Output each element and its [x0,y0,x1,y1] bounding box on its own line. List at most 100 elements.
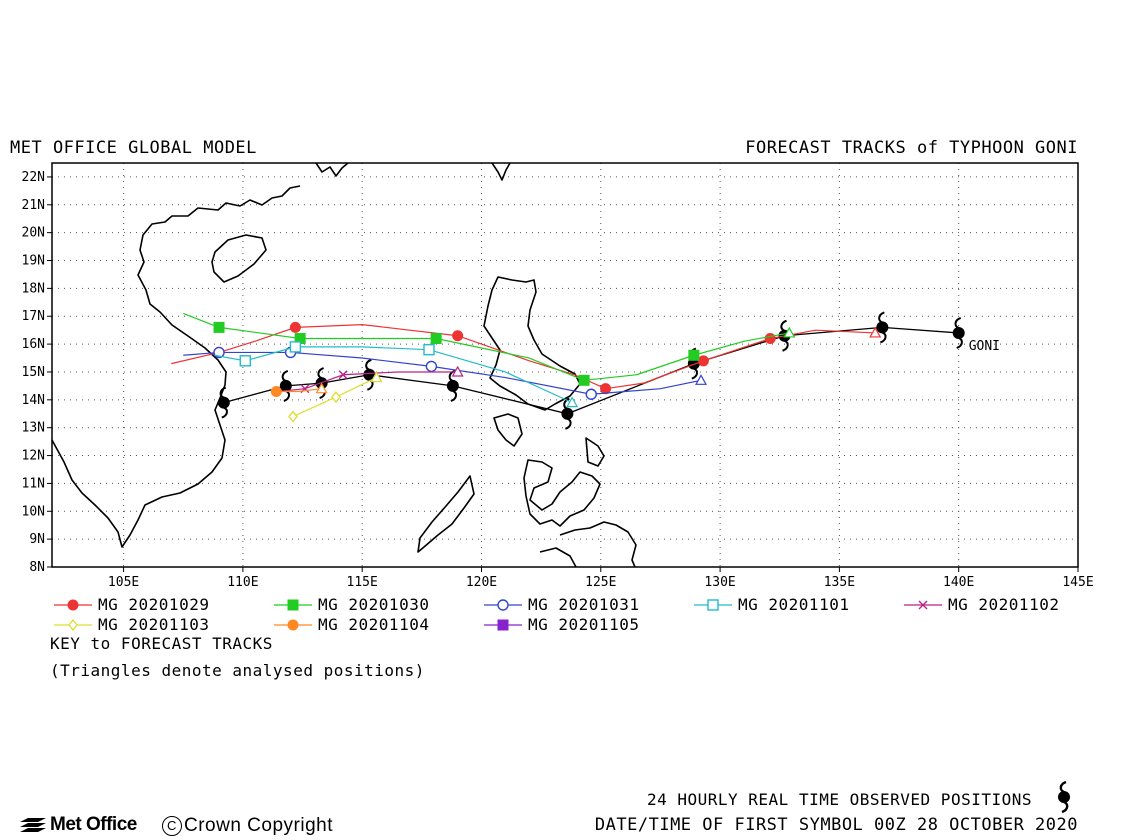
analysed-position-triangle [783,326,796,338]
legend-label: MG 20201030 [318,595,430,614]
lon-tick-label: 145E [1062,575,1093,590]
typhoon-arm-top [317,367,325,380]
lon-tick-label: 120E [466,575,497,590]
typhoon-eye [446,379,459,392]
lat-tick-label: 19N [22,254,45,269]
header-right-title: FORECAST TRACKS of TYPHOON GONI [745,138,1078,158]
coastlines [51,162,637,568]
forecast-track-mg-20201031 [183,346,708,400]
palawan-coastline [417,475,475,553]
typhoon-arm-top [878,311,885,324]
legend-swatch-20201105 [484,619,522,631]
lon-tick-label: 115E [347,575,378,590]
typhoon-eye [876,321,889,334]
legend-swatch-20201029 [54,599,92,611]
typhoon-eye [217,396,230,409]
track-marker-cross [338,370,348,380]
legend-label: MG 20201101 [738,595,850,614]
lat-tick-label: 17N [22,309,45,324]
storm-label: GONI [969,339,1000,354]
lon-tick-label: 135E [824,575,855,590]
forecast-track-line [183,351,702,395]
typhoon-eye [561,407,574,420]
forecast-track-mg-20201102 [278,365,464,394]
track-marker-square [287,599,299,611]
legend-swatch-20201102 [904,600,942,610]
crown-copyright: C Crown Copyright [162,815,333,837]
typhoon-arm-top [954,317,962,329]
typhoon-eye [279,379,292,392]
copyright-text: Crown Copyright [184,815,333,836]
typhoon-arm-top [281,369,289,382]
grid-lines [52,163,1078,567]
typhoon-symbol-icon [952,317,965,349]
typhoon-arm-bottom [221,406,228,419]
track-marker-open-square [289,341,302,353]
track-marker-circle [67,599,79,611]
track-marker-square [497,619,509,631]
typhoon-arm-bottom [956,337,963,349]
lat-tick-label: 11N [22,476,45,491]
luzon-coastline [483,276,581,411]
lat-tick-label: 10N [22,504,45,519]
header-left-title: MET OFFICE GLOBAL MODEL [10,138,257,158]
analysed-position-triangle [315,382,328,394]
typhoon-symbol-icon [217,386,230,419]
track-marker-square [213,321,225,333]
copyright-symbol: C [162,816,182,836]
track-marker-square [294,333,306,345]
hainan-coastline [211,234,267,283]
legend-label: MG 20201102 [948,595,1060,614]
forecast-track-map: 105E 110E 115E 120E 125E 130E 135E 140E 145E 8N 9N… [22,162,1094,590]
typhoon-symbol-icon [1058,780,1070,814]
lat-tick-label: 20N [22,226,45,241]
mindanao-coastline [539,521,637,568]
lon-tick-label: 105E [108,575,139,590]
observed-positions-label: 24 HOURLY REAL TIME OBSERVED POSITIONS [646,790,1032,809]
met-office-logo-text: Met Office [50,814,137,835]
forecast-track-line [183,312,790,381]
lon-tick-label: 130E [704,575,735,590]
lat-tick-label: 8N [29,560,45,575]
typhoon-arm-bottom [782,339,789,352]
track-marker-open-square [707,599,719,611]
analysed-position-triangle [370,371,383,383]
typhoon-symbol-icon [363,358,376,391]
forecast-track-mg-20201029 [171,321,882,395]
forecast-tracks [171,312,882,423]
forecast-track-mg-20201101 [214,341,579,408]
forecast-track-line [276,388,322,393]
typhoon-arm-bottom [283,389,290,402]
legend-swatch-20201103 [54,618,92,632]
forecast-track-mg-20201103 [288,371,383,423]
track-marker-circle [452,330,464,342]
lat-tick-label: 14N [22,393,45,408]
key-title: KEY to FORECAST TRACKS [50,634,273,653]
track-marker-open-circle [425,360,438,373]
typhoon-arm-top [219,386,227,399]
typhoon-arm-bottom [879,331,887,344]
forecast-track-mg-20201104 [270,382,328,397]
analysed-position-triangle [566,396,579,408]
legend-swatch-20201101 [694,599,732,611]
mainland-coastline [51,162,349,548]
track-marker-circle [600,383,612,395]
typhoon-arm-bottom [691,367,698,380]
legend-label: MG 20201031 [528,595,640,614]
lat-tick-label: 13N [22,421,45,436]
track-marker-open-circle [213,346,225,359]
lon-tick-label: 110E [227,575,258,590]
lat-tick-label: 15N [22,365,45,380]
track-marker-open-square [423,343,435,356]
track-marker-diamond [288,410,298,423]
track-marker-open-circle [585,388,597,400]
track-marker-circle [270,385,282,397]
analysed-position-triangle [451,365,464,377]
lat-tick-label: 16N [22,337,45,352]
typhoon-arm-bottom [450,389,458,402]
legend-label: MG 20201105 [528,615,640,634]
key-note: (Triangles denote analysed positions) [50,661,425,680]
track-marker-square [430,333,442,345]
typhoon-symbol-icon [561,397,574,430]
typhoon-symbol-icon [279,369,292,402]
